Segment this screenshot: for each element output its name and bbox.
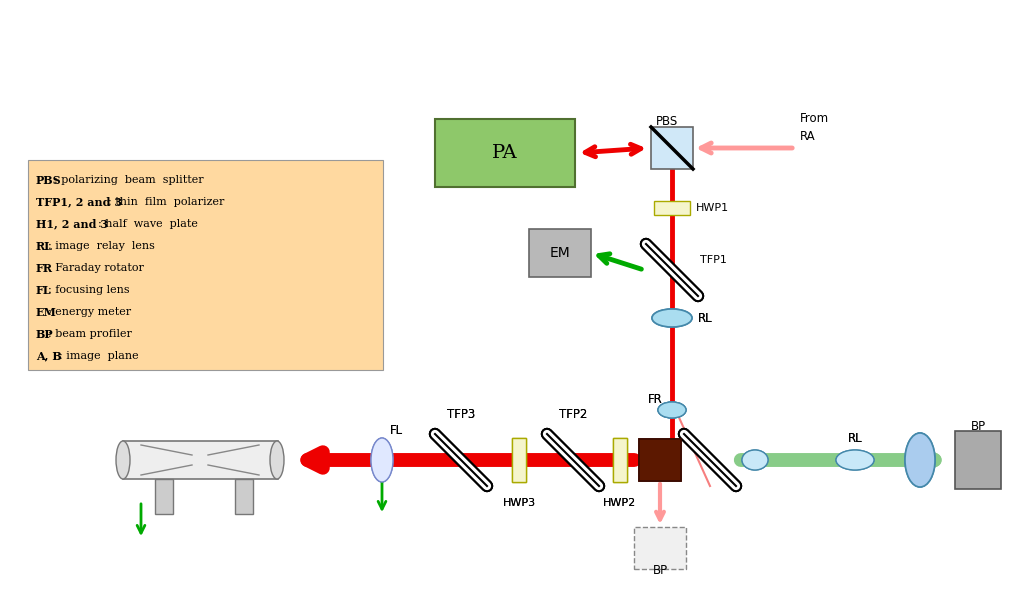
Text: HWP1: HWP1 (696, 203, 729, 213)
Text: From: From (800, 111, 829, 125)
Bar (435, 119, 575, 187)
Text: TFP3: TFP3 (447, 408, 476, 421)
Text: PBS: PBS (656, 115, 679, 128)
Bar (654, 201, 690, 215)
Bar (28, 160, 383, 370)
Text: PBS: PBS (36, 174, 61, 185)
Text: : thin  film  polarizer: : thin film polarizer (109, 197, 225, 207)
Bar (639, 439, 681, 481)
Text: FL: FL (36, 285, 52, 295)
Text: HWP3: HWP3 (502, 498, 536, 508)
Text: TFP2: TFP2 (558, 408, 587, 421)
Text: FR: FR (648, 393, 662, 406)
Bar (634, 527, 686, 569)
Text: RA: RA (800, 131, 815, 143)
Ellipse shape (371, 438, 393, 482)
Text: FL: FL (390, 424, 403, 437)
Bar (651, 127, 693, 169)
Text: HWP3: HWP3 (502, 498, 536, 508)
Text: RL: RL (847, 432, 862, 445)
Text: BP: BP (971, 420, 985, 433)
Bar (512, 438, 526, 482)
Ellipse shape (652, 309, 692, 327)
Text: TFP1, 2 and 3: TFP1, 2 and 3 (36, 196, 122, 207)
Text: BP: BP (653, 564, 667, 577)
Bar (955, 431, 1001, 489)
Ellipse shape (905, 433, 936, 487)
Ellipse shape (658, 402, 686, 418)
Text: TFP3: TFP3 (447, 408, 476, 421)
Ellipse shape (116, 441, 130, 479)
Bar (123, 441, 278, 479)
Text: : image  plane: : image plane (59, 351, 139, 361)
Bar (155, 479, 173, 514)
Text: RL: RL (36, 241, 53, 252)
Text: A, B: A, B (36, 350, 62, 362)
Text: : Faraday rotator: : Faraday rotator (48, 263, 144, 273)
Text: : half  wave  plate: : half wave plate (97, 219, 198, 229)
Text: RL: RL (698, 311, 713, 325)
Text: : image  relay  lens: : image relay lens (48, 241, 154, 251)
Ellipse shape (836, 450, 874, 470)
Ellipse shape (742, 450, 768, 470)
Ellipse shape (652, 309, 692, 327)
Text: TFP2: TFP2 (558, 408, 587, 421)
Ellipse shape (658, 402, 686, 418)
Text: : beam profiler: : beam profiler (48, 329, 132, 339)
Text: : energy meter: : energy meter (48, 307, 132, 317)
Bar (639, 439, 681, 481)
Text: H1, 2 and 3: H1, 2 and 3 (36, 218, 108, 229)
Ellipse shape (742, 450, 768, 470)
Text: RL: RL (847, 432, 862, 445)
Text: FR: FR (648, 393, 662, 406)
Bar (613, 438, 627, 482)
Text: HWP2: HWP2 (603, 498, 637, 508)
Ellipse shape (371, 438, 393, 482)
Ellipse shape (905, 433, 936, 487)
Bar (529, 229, 591, 277)
Bar (613, 438, 627, 482)
Text: : focusing lens: : focusing lens (48, 285, 130, 295)
Ellipse shape (836, 450, 874, 470)
Ellipse shape (270, 441, 284, 479)
Text: HWP2: HWP2 (603, 498, 637, 508)
Text: EM: EM (36, 306, 57, 317)
Text: EM: EM (550, 246, 571, 260)
Text: PA: PA (492, 144, 518, 162)
Bar (512, 438, 526, 482)
Text: FR: FR (36, 263, 53, 274)
Ellipse shape (658, 402, 686, 418)
Bar (235, 479, 253, 514)
Text: TFP1: TFP1 (700, 255, 727, 265)
Text: BP: BP (36, 328, 54, 339)
Text: : polarizing  beam  splitter: : polarizing beam splitter (54, 175, 203, 185)
Text: RL: RL (698, 311, 713, 325)
Text: FL: FL (390, 424, 403, 437)
